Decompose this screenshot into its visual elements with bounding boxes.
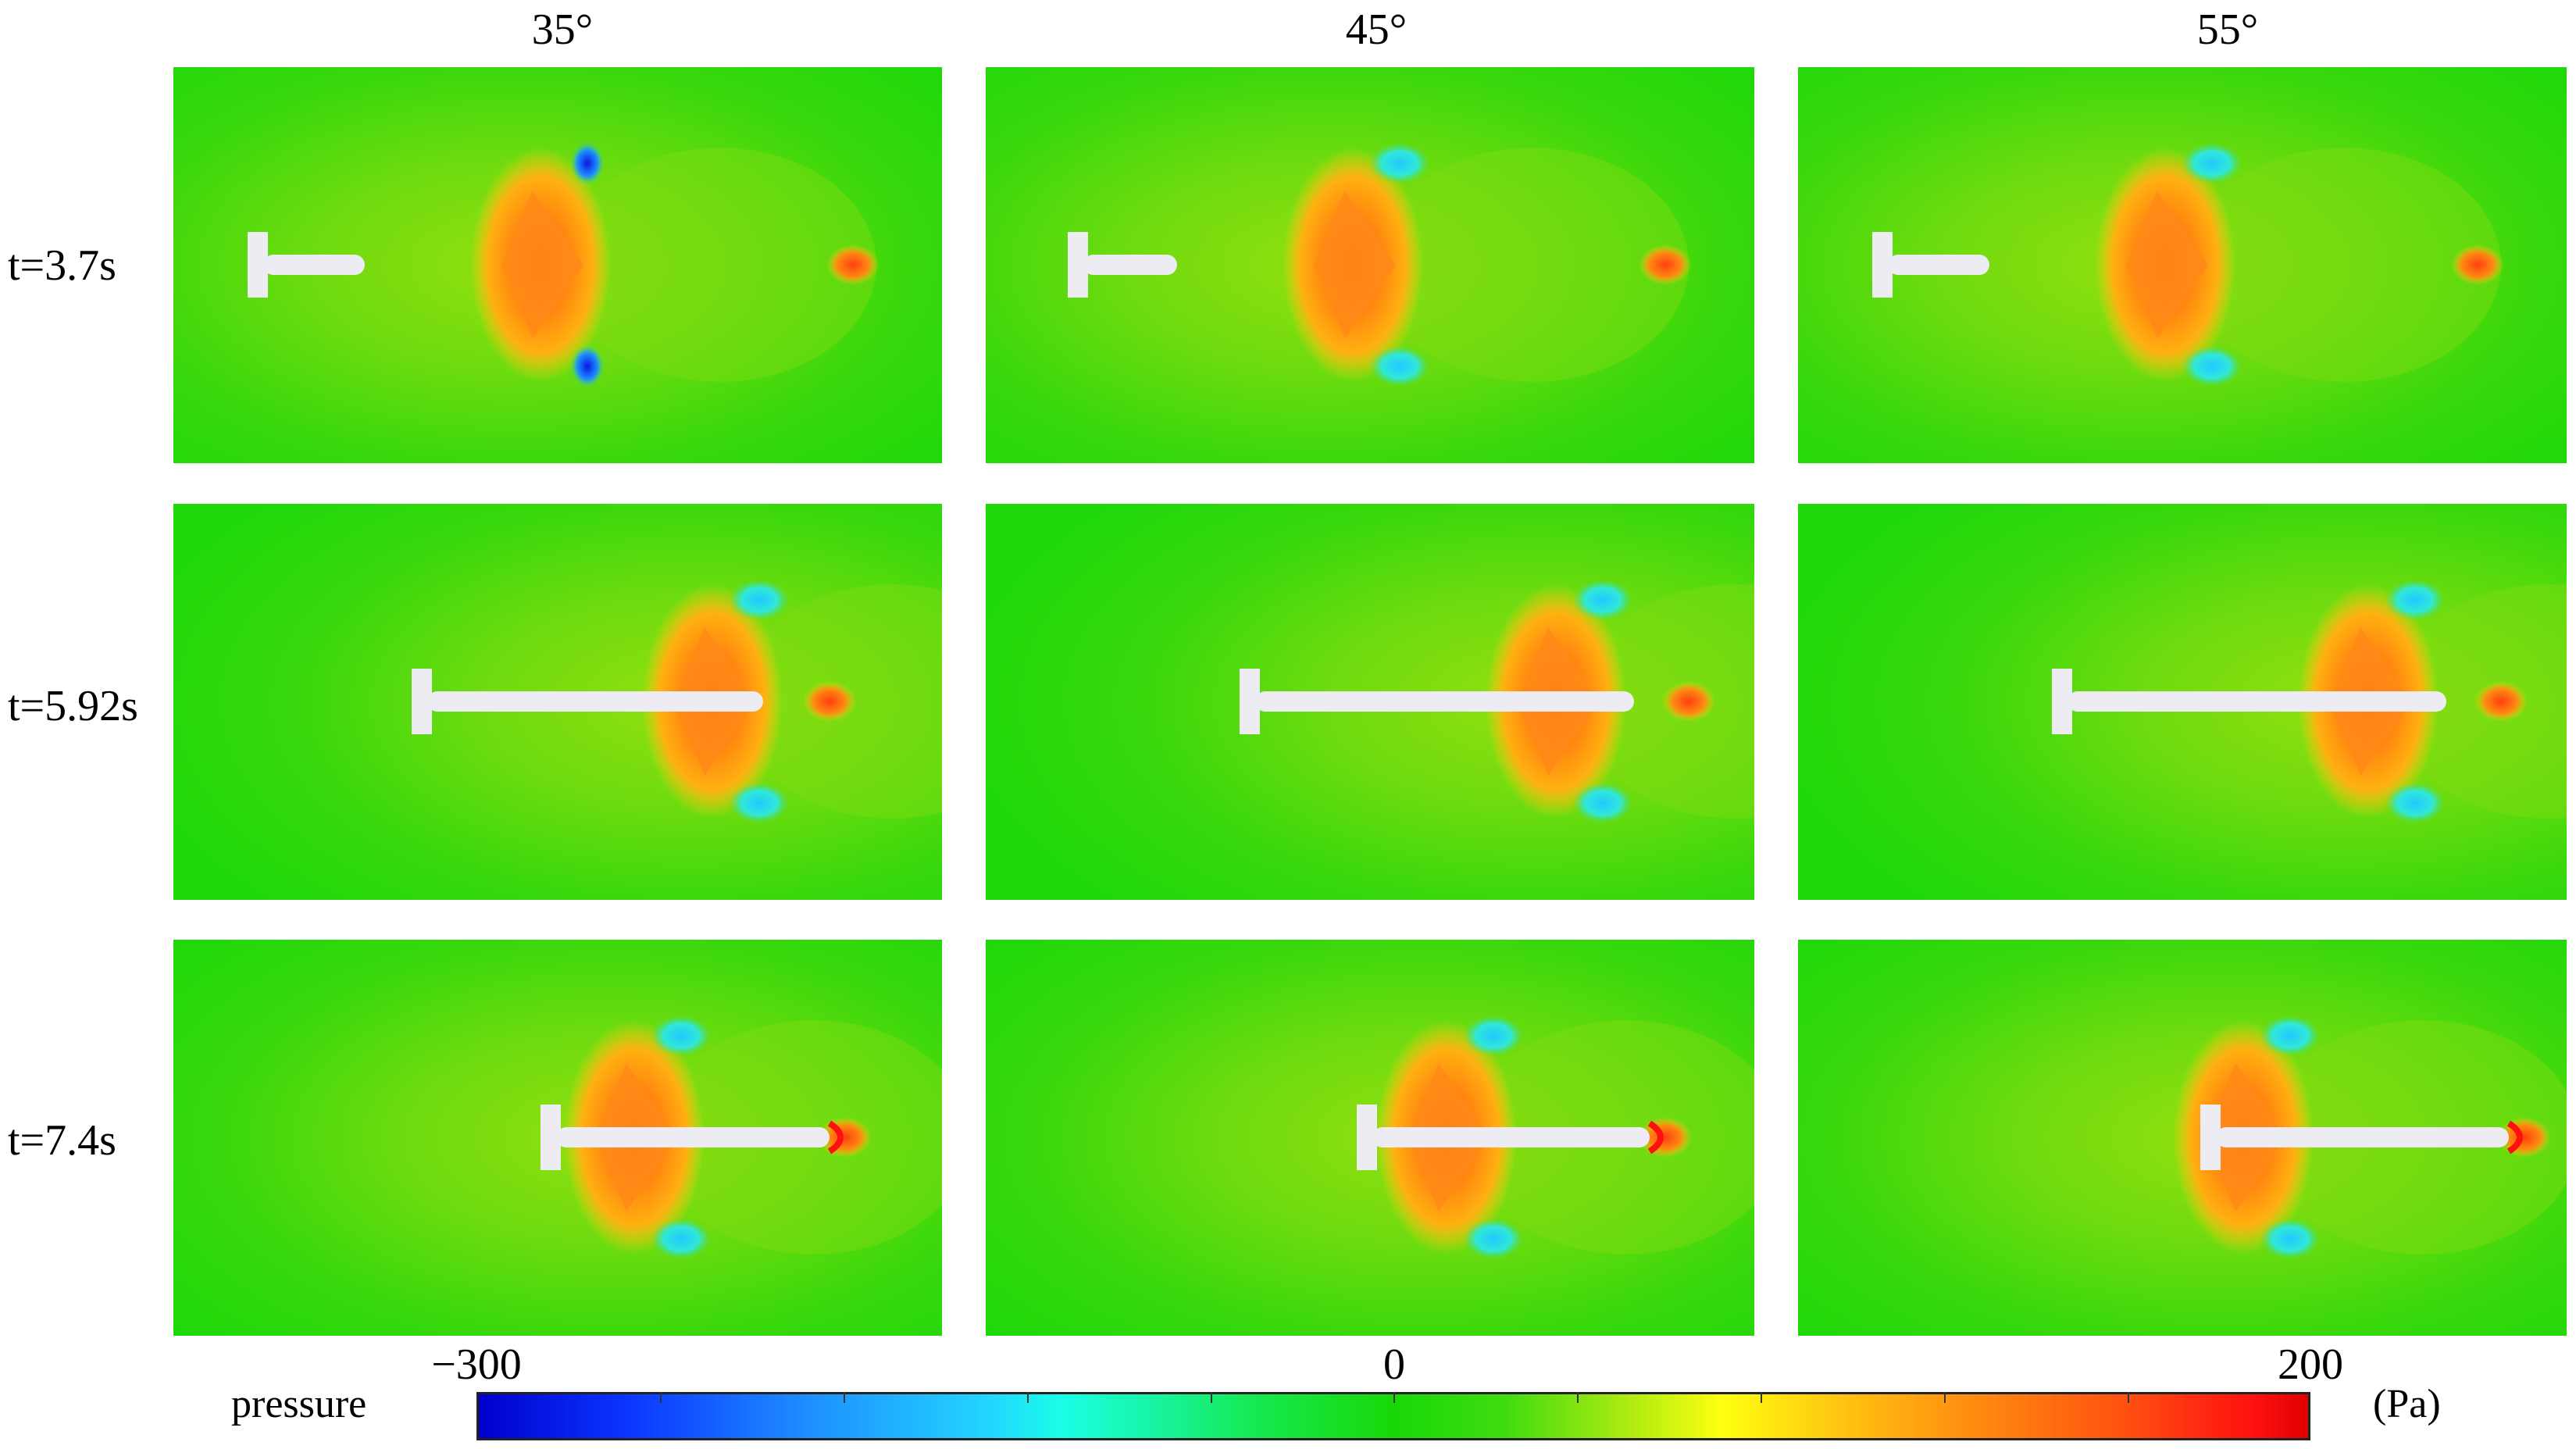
colorbar-tick bbox=[1211, 1392, 1212, 1403]
panel-r2-c1 bbox=[986, 940, 1754, 1336]
column-title-35: 35° bbox=[531, 5, 594, 54]
panel-r1-c2 bbox=[1798, 504, 2567, 900]
colorbar-tick bbox=[1577, 1392, 1579, 1403]
colorbar-min-label: −300 bbox=[431, 1340, 522, 1389]
colorbar-tick bbox=[1944, 1392, 1946, 1403]
colorbar-unit: (Pa) bbox=[2373, 1382, 2441, 1426]
panel-r2-c0 bbox=[173, 940, 942, 1336]
colorbar-tick bbox=[660, 1392, 662, 1403]
pressure-contour-plot bbox=[1798, 940, 2567, 1336]
column-title-55: 55° bbox=[2196, 5, 2259, 54]
pressure-contour-plot bbox=[173, 67, 942, 463]
colorbar-tick bbox=[1761, 1392, 1762, 1403]
pressure-contour-plot bbox=[1798, 504, 2567, 900]
pressure-contour-plot bbox=[986, 940, 1754, 1336]
row-label-t5-92: t=5.92s bbox=[8, 682, 138, 730]
row-label-t7-4: t=7.4s bbox=[8, 1116, 116, 1165]
pressure-contour-plot bbox=[173, 504, 942, 900]
panel-r0-c1 bbox=[986, 67, 1754, 463]
pressure-contour-plot bbox=[173, 940, 942, 1336]
pressure-contour-plot bbox=[1798, 67, 2567, 463]
column-title-45: 45° bbox=[1345, 5, 1408, 54]
colorbar-title: pressure bbox=[231, 1382, 367, 1426]
colorbar-mid-label: 0 bbox=[1383, 1340, 1405, 1389]
pressure-contour-plot bbox=[986, 67, 1754, 463]
panel-r1-c1 bbox=[986, 504, 1754, 900]
row-label-t3-7: t=3.7s bbox=[8, 241, 116, 290]
colorbar-max-label: 200 bbox=[2278, 1340, 2343, 1389]
colorbar-tick bbox=[1027, 1392, 1029, 1403]
pressure-contour-plot bbox=[986, 504, 1754, 900]
panel-r0-c0 bbox=[173, 67, 942, 463]
colorbar-tick bbox=[2128, 1392, 2129, 1403]
panel-r2-c2 bbox=[1798, 940, 2567, 1336]
panel-r1-c0 bbox=[173, 504, 942, 900]
panel-r0-c2 bbox=[1798, 67, 2567, 463]
colorbar-tick bbox=[1393, 1392, 1395, 1403]
colorbar-tick bbox=[844, 1392, 845, 1403]
